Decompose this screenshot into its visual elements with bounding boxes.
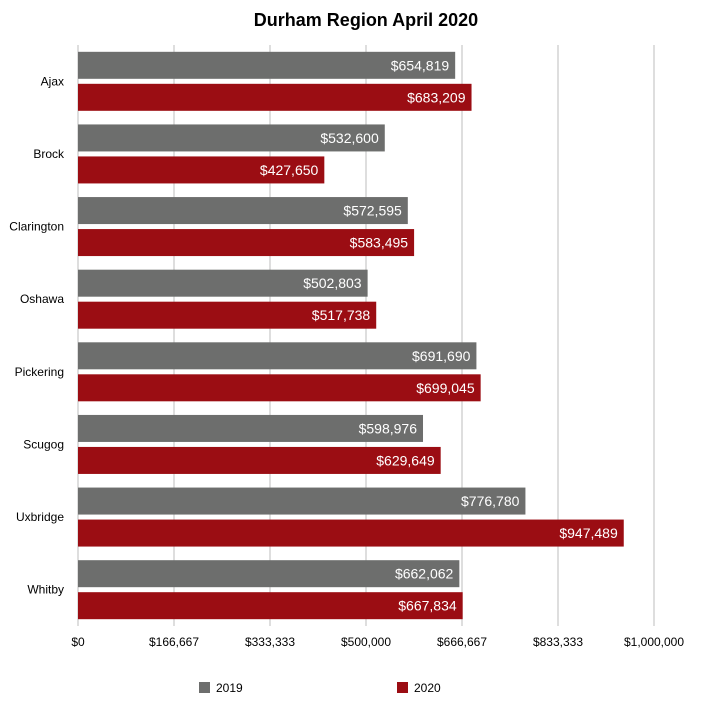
data-label: $662,062 <box>395 566 454 582</box>
data-label: $532,600 <box>320 130 379 146</box>
legend-swatch <box>199 682 210 693</box>
category-label: Brock <box>33 147 65 161</box>
x-tick-label: $166,667 <box>149 635 199 649</box>
x-tick-label: $833,333 <box>533 635 583 649</box>
bar-2019 <box>78 197 408 225</box>
category-label: Oshawa <box>20 292 64 306</box>
bar-2020 <box>78 83 472 111</box>
data-label: $598,976 <box>359 420 418 436</box>
bar-2019 <box>78 560 460 588</box>
legend: 2019 2020 <box>199 681 441 695</box>
category-label: Scugog <box>23 437 64 451</box>
category-label: Whitby <box>27 583 64 597</box>
bar-2019 <box>78 269 368 297</box>
bars: $654,819 $683,209 $532,600$427,650 $572,595… <box>78 51 624 620</box>
data-label: $667,834 <box>398 598 457 614</box>
data-label: $699,045 <box>416 380 475 396</box>
data-label: $629,649 <box>376 452 435 468</box>
category-labels: Ajax Brock Clarington Oshawa Pickering Scugog… <box>9 74 65 596</box>
data-label: $572,595 <box>343 203 402 219</box>
bar-2020 <box>78 301 377 329</box>
data-label: $683,209 <box>407 89 466 105</box>
category-label: Uxbridge <box>16 510 64 524</box>
x-tick-labels: $0 $166,667 $333,333 $500,000 $666,667 $833,3… <box>71 635 684 649</box>
data-label: $502,803 <box>303 275 362 291</box>
legend-label: 2019 <box>216 681 243 695</box>
bar-2020 <box>78 156 325 184</box>
bar-2019 <box>78 487 526 515</box>
data-label: $654,819 <box>391 57 450 73</box>
legend-swatch <box>397 682 408 693</box>
data-label: $947,489 <box>559 525 618 541</box>
chart-title: Durham Region April 2020 <box>254 10 478 30</box>
data-label: $583,495 <box>350 235 409 251</box>
bar-2020 <box>78 446 441 474</box>
bar-2020 <box>78 519 624 547</box>
legend-label: 2020 <box>414 681 441 695</box>
bar-2019 <box>78 342 477 370</box>
x-tick-label: $0 <box>71 635 85 649</box>
category-label: Clarington <box>9 220 64 234</box>
bar-2020 <box>78 592 463 620</box>
bar-2019 <box>78 51 456 79</box>
data-label: $776,780 <box>461 493 520 509</box>
x-tick-label: $500,000 <box>341 635 391 649</box>
category-label: Pickering <box>15 365 64 379</box>
x-tick-label: $1,000,000 <box>624 635 684 649</box>
bar-2020 <box>78 374 481 402</box>
bar-2019 <box>78 414 424 442</box>
data-label: $427,650 <box>260 162 319 178</box>
x-tick-label: $333,333 <box>245 635 295 649</box>
bar-2020 <box>78 229 415 257</box>
data-label: $517,738 <box>312 307 371 323</box>
data-label: $691,690 <box>412 348 471 364</box>
bar-2019 <box>78 124 385 152</box>
x-tick-label: $666,667 <box>437 635 487 649</box>
category-label: Ajax <box>41 74 64 88</box>
